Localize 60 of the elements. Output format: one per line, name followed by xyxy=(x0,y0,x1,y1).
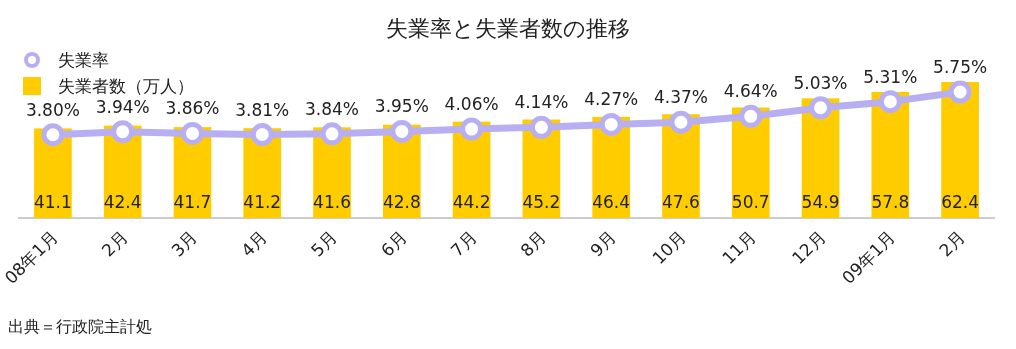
point xyxy=(809,96,833,120)
data-label: 4.06% xyxy=(444,94,499,115)
x-tick-label: 9月 xyxy=(586,226,621,261)
data-label: 4.27% xyxy=(584,89,639,110)
data-label: 4.64% xyxy=(723,81,778,102)
point xyxy=(739,104,763,128)
data-label: 54.9 xyxy=(801,192,840,212)
data-label: 45.2 xyxy=(522,192,561,212)
point xyxy=(180,121,204,145)
point xyxy=(320,122,344,146)
data-label: 50.7 xyxy=(731,192,770,212)
x-tick-label: 5月 xyxy=(307,226,341,261)
point xyxy=(250,123,274,147)
data-label: 41.2 xyxy=(243,192,282,212)
data-label: 3.80% xyxy=(25,99,80,120)
data-label: 4.14% xyxy=(514,92,569,113)
point xyxy=(111,120,135,144)
x-tick-label: 2月 xyxy=(97,226,132,261)
point xyxy=(460,117,484,141)
point xyxy=(669,110,693,134)
data-label: 5.31% xyxy=(863,66,918,87)
data-label: 47.6 xyxy=(662,192,700,212)
point xyxy=(878,90,902,114)
data-label: 3.95% xyxy=(374,96,429,117)
data-label: 3.84% xyxy=(305,98,360,119)
x-tick-label: 4月 xyxy=(237,226,272,261)
data-label: 3.86% xyxy=(165,98,220,119)
point xyxy=(599,112,623,136)
x-tick-label: 11月 xyxy=(718,226,760,269)
data-label: 57.8 xyxy=(871,192,910,212)
x-tick-label: 7月 xyxy=(446,226,481,261)
x-tick-label: 12月 xyxy=(787,226,830,269)
data-label: 42.4 xyxy=(103,192,142,212)
data-label: 42.8 xyxy=(382,192,421,212)
data-label: 5.03% xyxy=(793,72,848,93)
x-tick-label: 09年1月 xyxy=(838,226,900,288)
x-tick-label: 8月 xyxy=(516,226,551,261)
data-label: 41.1 xyxy=(33,192,72,212)
x-tick-label: 08年1月 xyxy=(0,226,62,288)
point xyxy=(390,119,414,143)
source-note: 出典＝行政院主計処 xyxy=(8,317,152,336)
data-label: 41.6 xyxy=(313,192,351,212)
x-tick-label: 6月 xyxy=(376,226,411,261)
data-label: 44.2 xyxy=(452,192,491,212)
data-label: 4.37% xyxy=(653,87,708,108)
x-tick-label: 2月 xyxy=(935,226,969,261)
data-label: 3.81% xyxy=(235,99,290,120)
chart-title: 失業率と失業者数の推移 xyxy=(386,16,630,41)
x-tick-label: 3月 xyxy=(167,226,202,261)
data-label: 5.75% xyxy=(933,57,988,77)
point xyxy=(948,80,972,104)
point xyxy=(41,123,65,147)
data-label: 62.4 xyxy=(941,192,980,212)
data-label: 3.94% xyxy=(95,96,150,117)
data-label: 41.7 xyxy=(173,192,212,212)
legend-label: 失業者数（万人） xyxy=(58,76,194,96)
x-tick-label: 10月 xyxy=(648,226,690,269)
data-label: 46.4 xyxy=(592,192,631,212)
point xyxy=(529,115,553,139)
legend-label: 失業率 xyxy=(58,50,109,70)
